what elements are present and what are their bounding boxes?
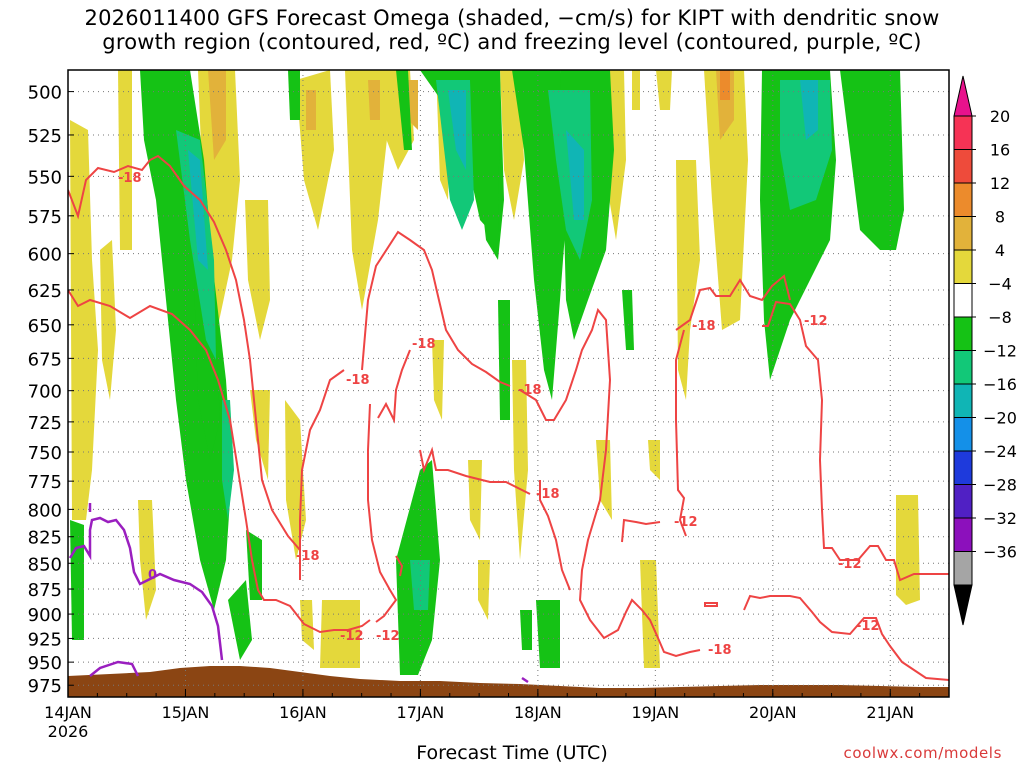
colorbar-swatch (953, 383, 973, 418)
chart-title-line-2: growth region (contoured, red, ºC) and f… (102, 30, 922, 54)
colorbar-label: 4 (995, 241, 1005, 260)
chart-title: 2026011400 GFS Forecast Omega (shaded, −… (0, 6, 1024, 54)
colorbar: 20 16 12 8 4 −4 −8 −12 −16 −20 −24 −28 −32 −36 (953, 75, 1017, 626)
dendritic-contour-label: -18 (346, 373, 370, 388)
x-tick-label: 18JAN (514, 703, 562, 722)
y-tick-label: 625 (28, 281, 62, 302)
colorbar-label: −36 (983, 543, 1017, 562)
colorbar-swatch (953, 350, 973, 385)
y-tick-label: 750 (28, 443, 62, 464)
dendritic-contour-label: -12 (376, 629, 400, 644)
colorbar-swatch (953, 316, 973, 351)
contour-labels: -18 -18 -12 -18 -12 -18 -18 -18 -18 -12 -12 -12 -12 -… (118, 171, 880, 658)
colorbar-swatch (953, 484, 973, 519)
dendritic-contour-label: -12 (340, 629, 364, 644)
x-tick-label: 21JAN (866, 703, 914, 722)
y-tick-label: 825 (28, 528, 62, 549)
dendritic-contour-label: -18 (536, 487, 560, 502)
y-tick-label: 575 (28, 207, 62, 228)
dendritic-contours (68, 154, 949, 681)
credit-link[interactable]: coolwx.com/models (843, 744, 1002, 762)
dendritic-contour-label: -12 (838, 557, 862, 572)
colorbar-under-triangle (953, 584, 973, 626)
x-tick-label: 16JAN (279, 703, 327, 722)
x-tick-label: 17JAN (397, 703, 445, 722)
colorbar-label: −20 (983, 409, 1017, 428)
colorbar-swatch (953, 283, 973, 318)
y-tick-label: 775 (28, 472, 62, 493)
freezing-level-contours (68, 503, 529, 684)
dendritic-contour-label: -12 (856, 619, 880, 634)
x-tick-label: 14JAN (44, 703, 92, 722)
y-tick-label: 950 (28, 653, 62, 674)
x-tick-label: 15JAN (162, 703, 210, 722)
colorbar-swatch (953, 115, 973, 150)
y-tick-label: 675 (28, 349, 62, 370)
colorbar-label: −28 (983, 476, 1017, 495)
y-axis: 500 525 550 575 600 625 650 675 700 725 750 775 800 8… (28, 83, 74, 697)
freezing-level-label: 0 (148, 568, 157, 583)
y-tick-label: 925 (28, 629, 62, 650)
colorbar-label: −12 (983, 342, 1017, 361)
colorbar-label: −4 (988, 275, 1012, 294)
x-tick-label: 20JAN (749, 703, 797, 722)
y-tick-label: 875 (28, 580, 62, 601)
y-tick-label: 525 (28, 126, 62, 147)
y-tick-label: 550 (28, 167, 62, 188)
dendritic-contour-label: -18 (296, 549, 320, 564)
y-tick-label: 975 (28, 676, 62, 697)
colorbar-swatch (953, 149, 973, 184)
y-tick-label: 600 (28, 245, 62, 266)
y-tick-label: 700 (28, 382, 62, 403)
x-year-label: 2026 (48, 722, 89, 741)
dendritic-contour-label: -12 (804, 314, 828, 329)
omega-shading (70, 70, 920, 675)
terrain-fill (68, 666, 949, 697)
dendritic-contour-label: -18 (692, 319, 716, 334)
colorbar-swatch (953, 417, 973, 452)
colorbar-swatch (953, 551, 973, 586)
y-tick-label: 900 (28, 605, 62, 626)
colorbar-label: −24 (983, 442, 1017, 461)
colorbar-swatch (953, 182, 973, 217)
dendritic-contour-label: -18 (518, 383, 542, 398)
colorbar-label: 8 (995, 208, 1005, 227)
y-tick-label: 800 (28, 500, 62, 521)
colorbar-label: 20 (990, 107, 1010, 126)
x-axis: 14JAN 15JAN 16JAN 17JAN 18JAN 19JAN 20JAN 21JAN… (44, 689, 950, 741)
colorbar-over-triangle (953, 75, 973, 117)
dendritic-contour-label: -18 (412, 337, 436, 352)
colorbar-swatch (953, 216, 973, 251)
y-tick-label: 850 (28, 554, 62, 575)
y-tick-label: 650 (28, 316, 62, 337)
colorbar-swatch (953, 450, 973, 485)
dendritic-contour-label: -18 (708, 643, 732, 658)
colorbar-swatch (953, 517, 973, 552)
chart-title-line-1: 2026011400 GFS Forecast Omega (shaded, −… (84, 6, 940, 30)
colorbar-label: −8 (988, 308, 1012, 327)
colorbar-label: 16 (990, 141, 1010, 160)
x-tick-label: 19JAN (631, 703, 679, 722)
colorbar-label: 12 (990, 174, 1010, 193)
y-tick-label: 725 (28, 413, 62, 434)
x-axis-label: Forecast Time (UTC) (416, 742, 608, 764)
grid-lines (68, 70, 949, 697)
dendritic-contour-label: -12 (674, 515, 698, 530)
dendritic-contour-label: -18 (118, 171, 142, 186)
y-tick-label: 500 (28, 83, 62, 104)
colorbar-swatch (953, 249, 973, 284)
colorbar-label: −32 (983, 509, 1017, 528)
colorbar-label: −16 (983, 375, 1017, 394)
